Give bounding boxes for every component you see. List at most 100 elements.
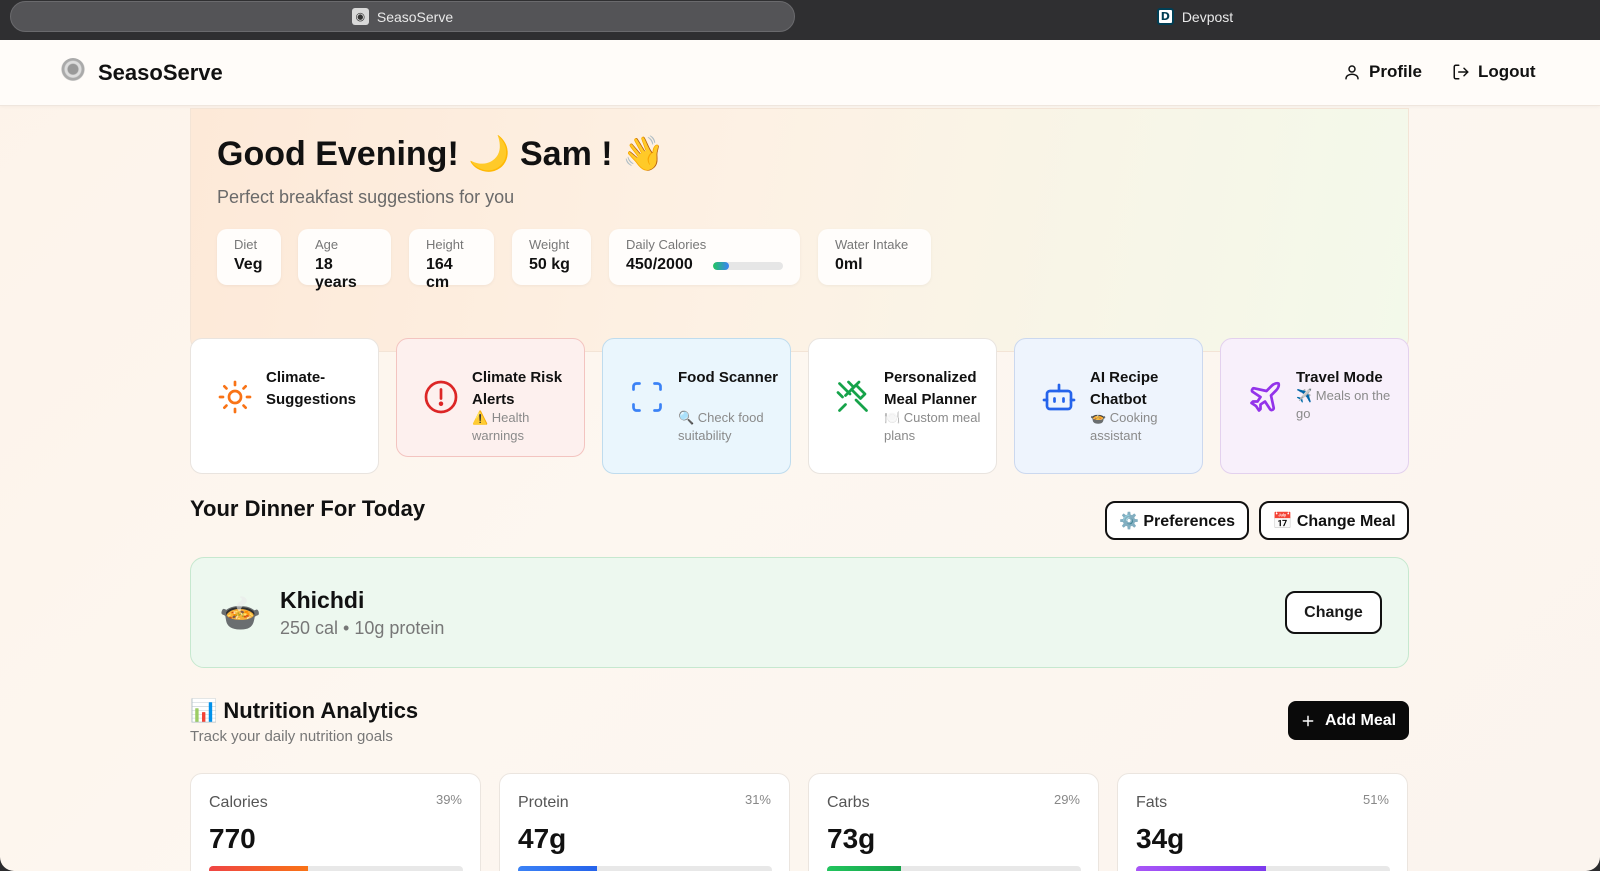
feature-title: Climate-Suggestions — [266, 369, 357, 408]
stat-value: 164 cm — [426, 256, 453, 291]
utensils-icon — [836, 380, 868, 412]
stat-daily-calories: Daily Calories 450/2000 — [609, 229, 800, 285]
change-meal-button[interactable]: 📅 Change Meal — [1259, 501, 1409, 540]
nutrition-label: Fats — [1136, 794, 1168, 811]
stat-water-intake: Water Intake 0ml — [818, 229, 931, 285]
profile-link[interactable]: Profile — [1343, 62, 1422, 82]
nutrition-percent: 31% — [744, 792, 771, 807]
alert-circle-icon — [424, 380, 458, 414]
tab-seasoserve[interactable]: ◉ SeasoServe — [10, 1, 795, 32]
nutrition-label: Protein — [518, 794, 569, 811]
change-button[interactable]: Change — [1285, 591, 1382, 634]
nutrition-card-calories: Calories 39% 770 — [190, 773, 481, 871]
plus-icon — [1302, 715, 1314, 726]
logout-icon — [1453, 64, 1469, 80]
nutrition-value: 34g — [1136, 823, 1185, 854]
stat-value: 50 kg — [529, 256, 570, 273]
browser-tab-bar: ◉ SeasoServe D Devpost — [0, 0, 1600, 40]
logout-link[interactable]: Logout — [1452, 62, 1536, 82]
profile-label: Profile — [1369, 62, 1422, 81]
calories-progress-fill — [713, 262, 729, 270]
nutrition-progress-bar — [209, 866, 463, 871]
logout-label: Logout — [1478, 62, 1536, 81]
stat-age: Age 18 years — [298, 229, 391, 291]
nutrition-card-protein: Protein 31% 47g — [499, 773, 790, 871]
nutrition-subtitle: Track your daily nutrition goals — [190, 728, 393, 745]
greeting-card: Good Evening! 🌙 Sam ! 👋 Perfect breakfas… — [190, 108, 1409, 352]
nutrition-title-text: Nutrition Analytics — [223, 698, 419, 723]
add-meal-label: Add Meal — [1324, 711, 1397, 729]
feature-title: Personalized Meal Planner — [884, 369, 977, 408]
nutrition-label: Calories — [209, 794, 268, 811]
dinner-section-title: Your Dinner For Today — [190, 496, 426, 521]
stat-value: 18 years — [315, 256, 357, 291]
nutrition-card-fats: Fats 51% 34g — [1117, 773, 1408, 871]
stat-value: 450/2000 — [626, 256, 693, 273]
nutrition-title: 📊 Nutrition Analytics — [190, 698, 418, 724]
dinner-meal-card: 🍲 Khichdi 250 cal • 10g protein Change — [190, 557, 1409, 668]
nutrition-value: 73g — [827, 823, 876, 854]
feature-climate-suggestions[interactable]: Climate-Suggestions — [190, 338, 379, 474]
nutrition-progress-bar — [518, 866, 772, 871]
nutrition-progress-bar — [827, 866, 1081, 871]
stat-height: Height 164 cm — [409, 229, 494, 291]
stat-weight: Weight 50 kg — [512, 229, 591, 285]
greeting-subtitle: Perfect breakfast suggestions for you — [217, 187, 515, 207]
nutrition-progress-fill — [827, 866, 901, 871]
feature-food-scanner[interactable]: Food Scanner 🔍 Check food suitability — [602, 338, 791, 474]
bar-chart-icon: 📊 — [190, 698, 218, 723]
devpost-favicon: D — [1156, 8, 1174, 25]
stat-value: 0ml — [835, 256, 863, 273]
stat-label: Age — [315, 237, 339, 252]
nutrition-value: 770 — [209, 823, 256, 854]
feature-desc: 🍲 Cooking assistant — [1090, 410, 1158, 443]
meal-name: Khichdi — [280, 587, 365, 613]
feature-title: Food Scanner — [678, 369, 779, 386]
stat-label: Diet — [234, 237, 258, 252]
feature-travel-mode[interactable]: Travel Mode ✈️ Meals on the go — [1220, 338, 1409, 474]
stat-label: Height — [426, 237, 464, 252]
tab-title: SeasoServe — [376, 8, 454, 25]
add-meal-button[interactable]: Add Meal — [1288, 701, 1409, 740]
tab-title: Devpost — [1181, 8, 1234, 25]
nutrition-percent: 39% — [435, 792, 462, 807]
feature-desc: 🔍 Check food suitability — [678, 410, 764, 443]
feature-desc: ⚠️ Health warnings — [472, 410, 530, 443]
stat-label: Water Intake — [835, 237, 909, 252]
top-navbar: SeasoServe Profile Logout — [0, 40, 1600, 106]
brand-logo[interactable] — [60, 58, 86, 86]
meal-info: 250 cal • 10g protein — [280, 618, 445, 638]
feature-climate-risk-alerts[interactable]: Climate Risk Alerts ⚠️ Health warnings — [396, 338, 585, 457]
tab-devpost[interactable]: D Devpost — [800, 1, 1590, 32]
nutrition-progress-fill — [518, 866, 597, 871]
scan-icon — [632, 382, 662, 412]
user-icon — [1345, 65, 1359, 80]
nutrition-progress-fill — [209, 866, 309, 871]
greeting-title: Good Evening! 🌙 Sam ! 👋 — [217, 135, 665, 173]
sun-icon — [218, 380, 252, 414]
stat-diet: Diet Veg — [217, 229, 281, 285]
bot-icon — [1042, 383, 1076, 411]
brand-name[interactable]: SeasoServe — [98, 60, 223, 85]
page-viewport: SeasoServe Profile Logout Good Evening! … — [0, 40, 1600, 871]
stat-label: Weight — [529, 237, 570, 252]
seasoserve-favicon: ◉ — [351, 8, 369, 25]
nutrition-card-carbs: Carbs 29% 73g — [808, 773, 1099, 871]
feature-desc: 🍽️ Custom meal plans — [884, 410, 981, 443]
stat-label: Daily Calories — [626, 237, 707, 252]
feature-ai-recipe-chatbot[interactable]: AI Recipe Chatbot 🍲 Cooking assistant — [1014, 338, 1203, 474]
feature-desc: ✈️ Meals on the go — [1296, 388, 1391, 421]
plane-icon — [1250, 381, 1281, 412]
nutrition-progress-bar — [1136, 866, 1390, 871]
calories-progress-bar — [713, 262, 783, 270]
meal-bowl-icon: 🍲 — [219, 595, 262, 633]
feature-meal-planner[interactable]: Personalized Meal Planner 🍽️ Custom meal… — [808, 338, 997, 474]
nutrition-value: 47g — [518, 823, 567, 854]
nutrition-label: Carbs — [827, 794, 870, 811]
feature-title: Climate Risk Alerts — [472, 369, 563, 408]
nutrition-percent: 51% — [1362, 792, 1389, 807]
preferences-button[interactable]: ⚙️ Preferences — [1105, 501, 1249, 540]
nutrition-percent: 29% — [1053, 792, 1080, 807]
feature-title: Travel Mode — [1296, 369, 1383, 386]
nutrition-progress-fill — [1136, 866, 1266, 871]
